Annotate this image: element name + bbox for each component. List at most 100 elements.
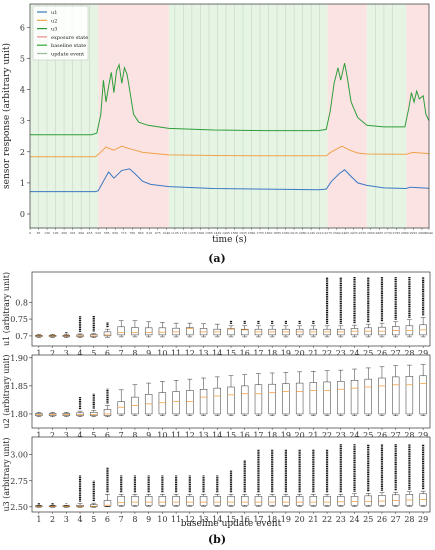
box-body [213, 387, 221, 415]
axes-frame-b-u3 [31, 436, 431, 513]
box-u3-24 [350, 444, 359, 507]
box-u2-19 [282, 372, 290, 416]
box-u3-10 [158, 475, 167, 507]
x-tick-label: 4 [77, 349, 82, 358]
x-tick-label: 26 [377, 515, 387, 524]
box-u1-17 [254, 320, 263, 338]
x-tick-label: 520 [95, 231, 101, 235]
box-u3-20 [295, 449, 304, 507]
box-u2-28 [405, 364, 414, 416]
box-body [282, 383, 290, 415]
box-body [364, 495, 372, 506]
axes-frame-b-u1 [31, 271, 431, 347]
box-u2-2 [48, 412, 57, 418]
box-body [350, 496, 359, 506]
x-tick-label: 11 [171, 515, 181, 524]
box-u1-16 [241, 320, 249, 338]
box-body [158, 327, 167, 336]
box-body [282, 496, 290, 506]
x-tick-label: 1365 [205, 231, 213, 235]
x-tick-label: 2015 [290, 231, 298, 235]
box-u3-6 [103, 467, 112, 508]
x-tick-label: 1 [36, 515, 41, 524]
x-tick-label: 13 [198, 349, 208, 358]
x-tick-label: 390 [78, 231, 84, 235]
legend-label: update event [51, 52, 84, 58]
box-body [186, 390, 194, 415]
x-tick-label: 24 [349, 515, 359, 524]
x-tick-label: 26 [377, 349, 387, 358]
legend-label: u2 [51, 18, 57, 24]
box-u2-7 [117, 389, 125, 416]
x-tick-label: 18 [267, 515, 277, 524]
x-tick-label: 16 [240, 515, 250, 524]
x-tick-label: 1300 [197, 231, 205, 235]
box-u1-19 [282, 320, 290, 338]
box-u3-17 [254, 449, 263, 507]
box-u2-15 [227, 375, 235, 416]
box-u3-22 [323, 449, 331, 507]
x-tick-label: 22 [322, 349, 332, 358]
x-tick-label: 130 [44, 231, 50, 235]
baseline-region [168, 4, 328, 228]
box-body [117, 496, 125, 506]
x-tick-label: 2990 [418, 231, 426, 235]
box-body [117, 401, 125, 415]
box-body [186, 496, 194, 506]
box-body [337, 381, 345, 415]
x-tick-label: 22 [322, 515, 332, 524]
box-u3-18 [268, 449, 276, 507]
y-tick-label: 5 [20, 54, 25, 63]
x-tick-label: 28 [404, 515, 414, 524]
x-tick-label: 2795 [393, 231, 401, 235]
box-u1-26 [378, 277, 386, 338]
box-body [378, 377, 386, 415]
box-body [199, 496, 208, 506]
x-tick-label: 9 [146, 431, 151, 440]
box-body [144, 496, 153, 506]
x-tick-label: 12 [185, 431, 195, 440]
box-body [378, 495, 386, 506]
y-axis-label-u3: u3 (arbitrary unit) [2, 437, 11, 511]
box-u1-22 [323, 277, 331, 338]
box-u3-23 [337, 444, 345, 507]
x-tick-label: 27 [391, 515, 401, 524]
x-tick-label: 18 [267, 431, 277, 440]
x-tick-label: 1235 [188, 231, 196, 235]
box-u2-12 [186, 378, 194, 416]
y-tick-label: 0.7 [15, 332, 28, 341]
x-tick-label: 5 [91, 515, 96, 524]
x-tick-label: 2340 [333, 231, 341, 235]
x-tick-label: 19 [281, 515, 291, 524]
box-u1-13 [199, 323, 208, 338]
x-tick-label: 27 [391, 431, 401, 440]
x-tick-label: 19 [281, 431, 291, 440]
x-tick-label: 17 [253, 515, 263, 524]
box-u3-25 [364, 444, 372, 507]
x-tick-label: 22 [322, 431, 332, 440]
box-u2-20 [295, 371, 304, 416]
x-tick-label: 4 [77, 515, 82, 524]
x-tick-label: 11 [171, 349, 181, 358]
y-axis-label-u2: u2 (arbitrary unit) [2, 354, 11, 428]
x-tick-label: 780 [129, 231, 135, 235]
box-u2-11 [172, 380, 180, 416]
box-u3-14 [213, 475, 221, 507]
x-tick-label: 1755 [256, 231, 264, 235]
y-axis-label-u1: u1 (arbitrary unit) [2, 272, 11, 346]
x-tick-label: 29 [418, 431, 428, 440]
axes-frame-b-u2 [31, 354, 431, 429]
x-tick-label: 14 [212, 349, 222, 358]
x-tick-label: 260 [61, 231, 67, 235]
x-tick-label: 975 [155, 231, 161, 235]
x-tick-label: 28 [404, 349, 414, 358]
box-u1-14 [213, 323, 221, 338]
exposure-region [406, 4, 429, 228]
x-tick-label: 585 [104, 231, 110, 235]
x-tick-label: 8 [132, 349, 137, 358]
box-u3-29 [419, 444, 427, 507]
x-tick-label: 25 [363, 515, 373, 524]
box-u1-6 [103, 322, 112, 338]
box-u1-27 [392, 277, 400, 338]
x-tick-label: 10 [157, 431, 167, 440]
